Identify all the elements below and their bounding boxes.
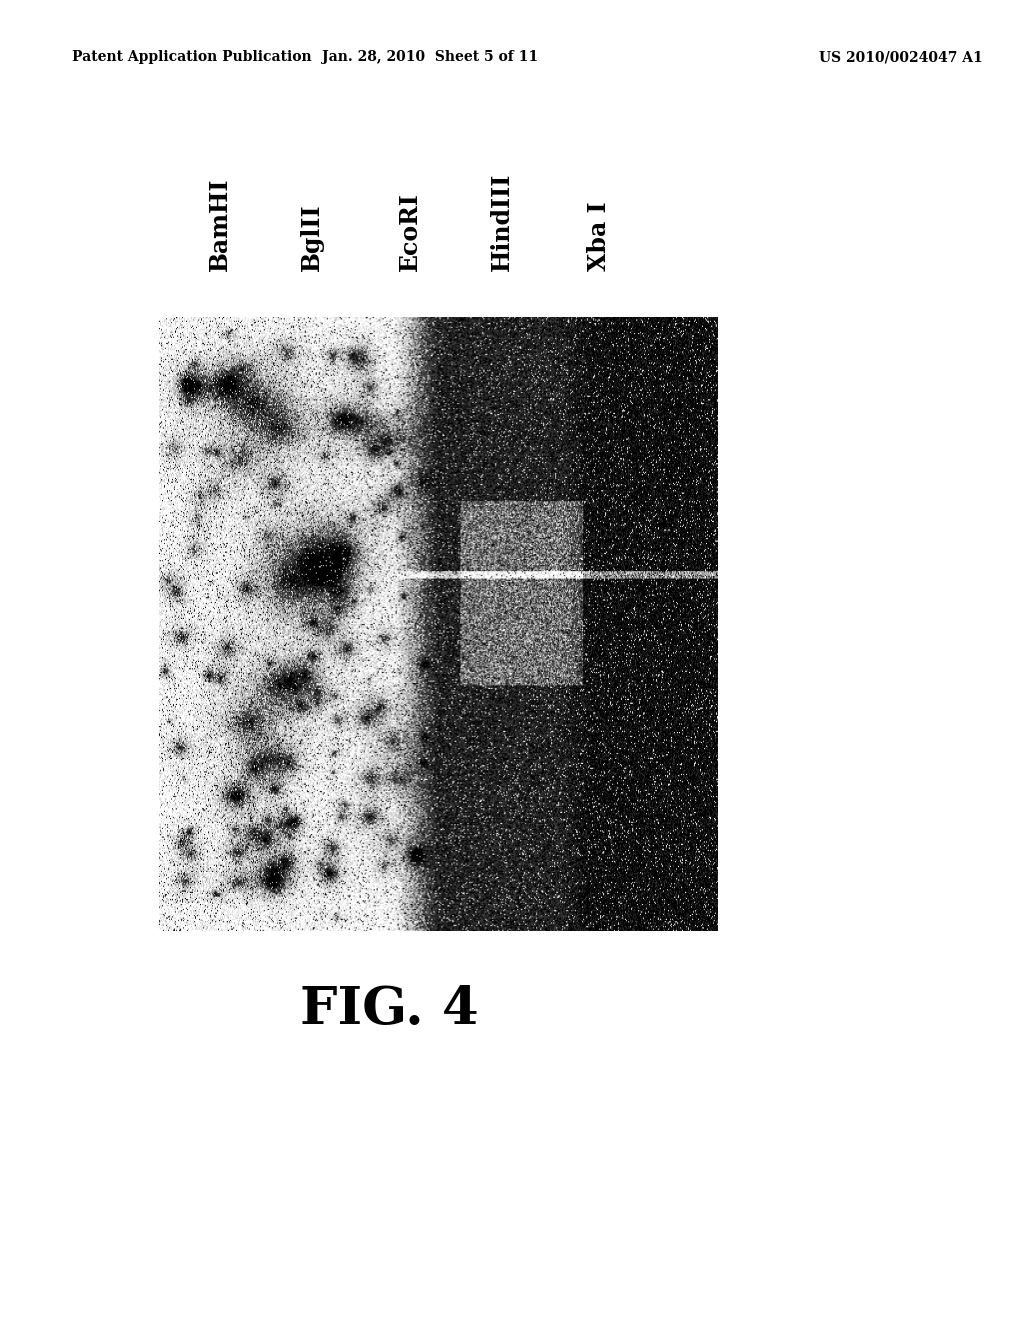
Text: BamHI: BamHI: [208, 177, 232, 271]
Text: Jan. 28, 2010  Sheet 5 of 11: Jan. 28, 2010 Sheet 5 of 11: [322, 50, 539, 65]
Text: Xba I: Xba I: [587, 201, 611, 271]
Text: FIG. 4: FIG. 4: [300, 985, 478, 1035]
Text: US 2010/0024047 A1: US 2010/0024047 A1: [819, 50, 983, 65]
Text: EcoRI: EcoRI: [397, 191, 422, 271]
Text: HindIII: HindIII: [489, 172, 514, 271]
Text: BglII: BglII: [300, 203, 325, 271]
Text: Patent Application Publication: Patent Application Publication: [72, 50, 311, 65]
